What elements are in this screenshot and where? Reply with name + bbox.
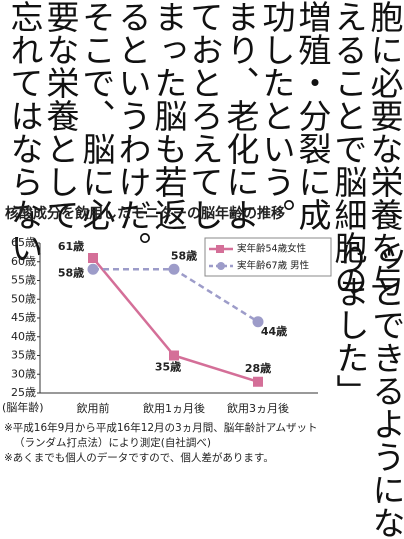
chart: 核酸成分を飲用したモニターの脳年齢の推移 (脳年齢) 25歳 30歳 35歳 40歳 4… [2, 205, 332, 464]
data-label: 28歳 [245, 361, 271, 375]
data-label: 44歳 [261, 324, 287, 338]
text-column: 功したという。つ [257, 0, 296, 264]
chart-title: 核酸成分を飲用したモニターの脳年齢の推移 [5, 205, 285, 222]
data-label: 58歳 [58, 265, 84, 279]
point [87, 263, 99, 275]
legend-label: 実年齢54歳女性 [237, 243, 307, 255]
text-column: るというわけだ。 [113, 0, 152, 264]
text-column: ッとできるようにな [367, 242, 404, 539]
legend-label: 実年齢67歳 男性 [237, 260, 310, 272]
legend-box [204, 237, 332, 277]
text-column: まった脳も若返 [149, 0, 188, 231]
x-tick-label: 飲用1ヵ月後 [143, 401, 205, 415]
text-column: 増殖・分裂に成 [293, 0, 332, 231]
text-column: ておとろえてし [185, 0, 224, 231]
y-tick-label: 65歳 [11, 236, 36, 249]
y-tick-label: 45歳 [11, 311, 36, 324]
data-label: 35歳 [155, 360, 181, 374]
y-tick-label: 30歳 [11, 367, 36, 380]
text-column: 要な栄養として [41, 0, 80, 231]
point [168, 263, 180, 275]
text-column: そこで、脳に必 [77, 0, 116, 231]
article-text: 胞に必要な栄養を与 えることで脳細胞の 増殖・分裂に成 功したという。つ まり、老化によ… [5, 0, 404, 297]
text-column: まり、老化によっ [221, 0, 260, 264]
point [169, 350, 179, 361]
x-tick-label: 飲用前 [77, 401, 110, 415]
x-tick-label: 飲用3ヵ月後 [227, 401, 289, 415]
footnote: （ランダム打点法）により測定(自社調べ) [14, 436, 211, 449]
text-column: りました」 [331, 242, 370, 407]
y-tick-label: 60歳 [11, 255, 36, 268]
y-tick-label: 40歳 [11, 330, 36, 343]
y-tick-label: 25歳 [11, 386, 36, 399]
text-column: 胞に必要な栄養を与 [365, 0, 404, 297]
point [252, 316, 264, 328]
legend-marker [217, 262, 225, 270]
point [88, 253, 98, 263]
legend-marker [216, 245, 224, 253]
data-label: 61歳 [58, 239, 84, 253]
footnote: ※あくまでも個人のデータですので、個人差があります。 [4, 451, 274, 464]
point [253, 376, 263, 387]
y-tick-label: 50歳 [11, 292, 36, 305]
text-column: えることで脳細胞の [329, 0, 368, 297]
y-axis-label: (脳年齢) [2, 400, 44, 414]
side-text: ッとできるようにな りました」 [331, 242, 404, 539]
series-line [93, 268, 259, 323]
text-column: 忘れてはならない [5, 0, 44, 264]
y-tick-label: 35歳 [11, 349, 36, 362]
data-label: 58歳 [171, 248, 197, 262]
footnote: ※平成16年9月から平成16年12月の3ヵ月間、脳年齢計アムザット [4, 421, 318, 434]
y-tick-label: 55歳 [11, 274, 36, 287]
